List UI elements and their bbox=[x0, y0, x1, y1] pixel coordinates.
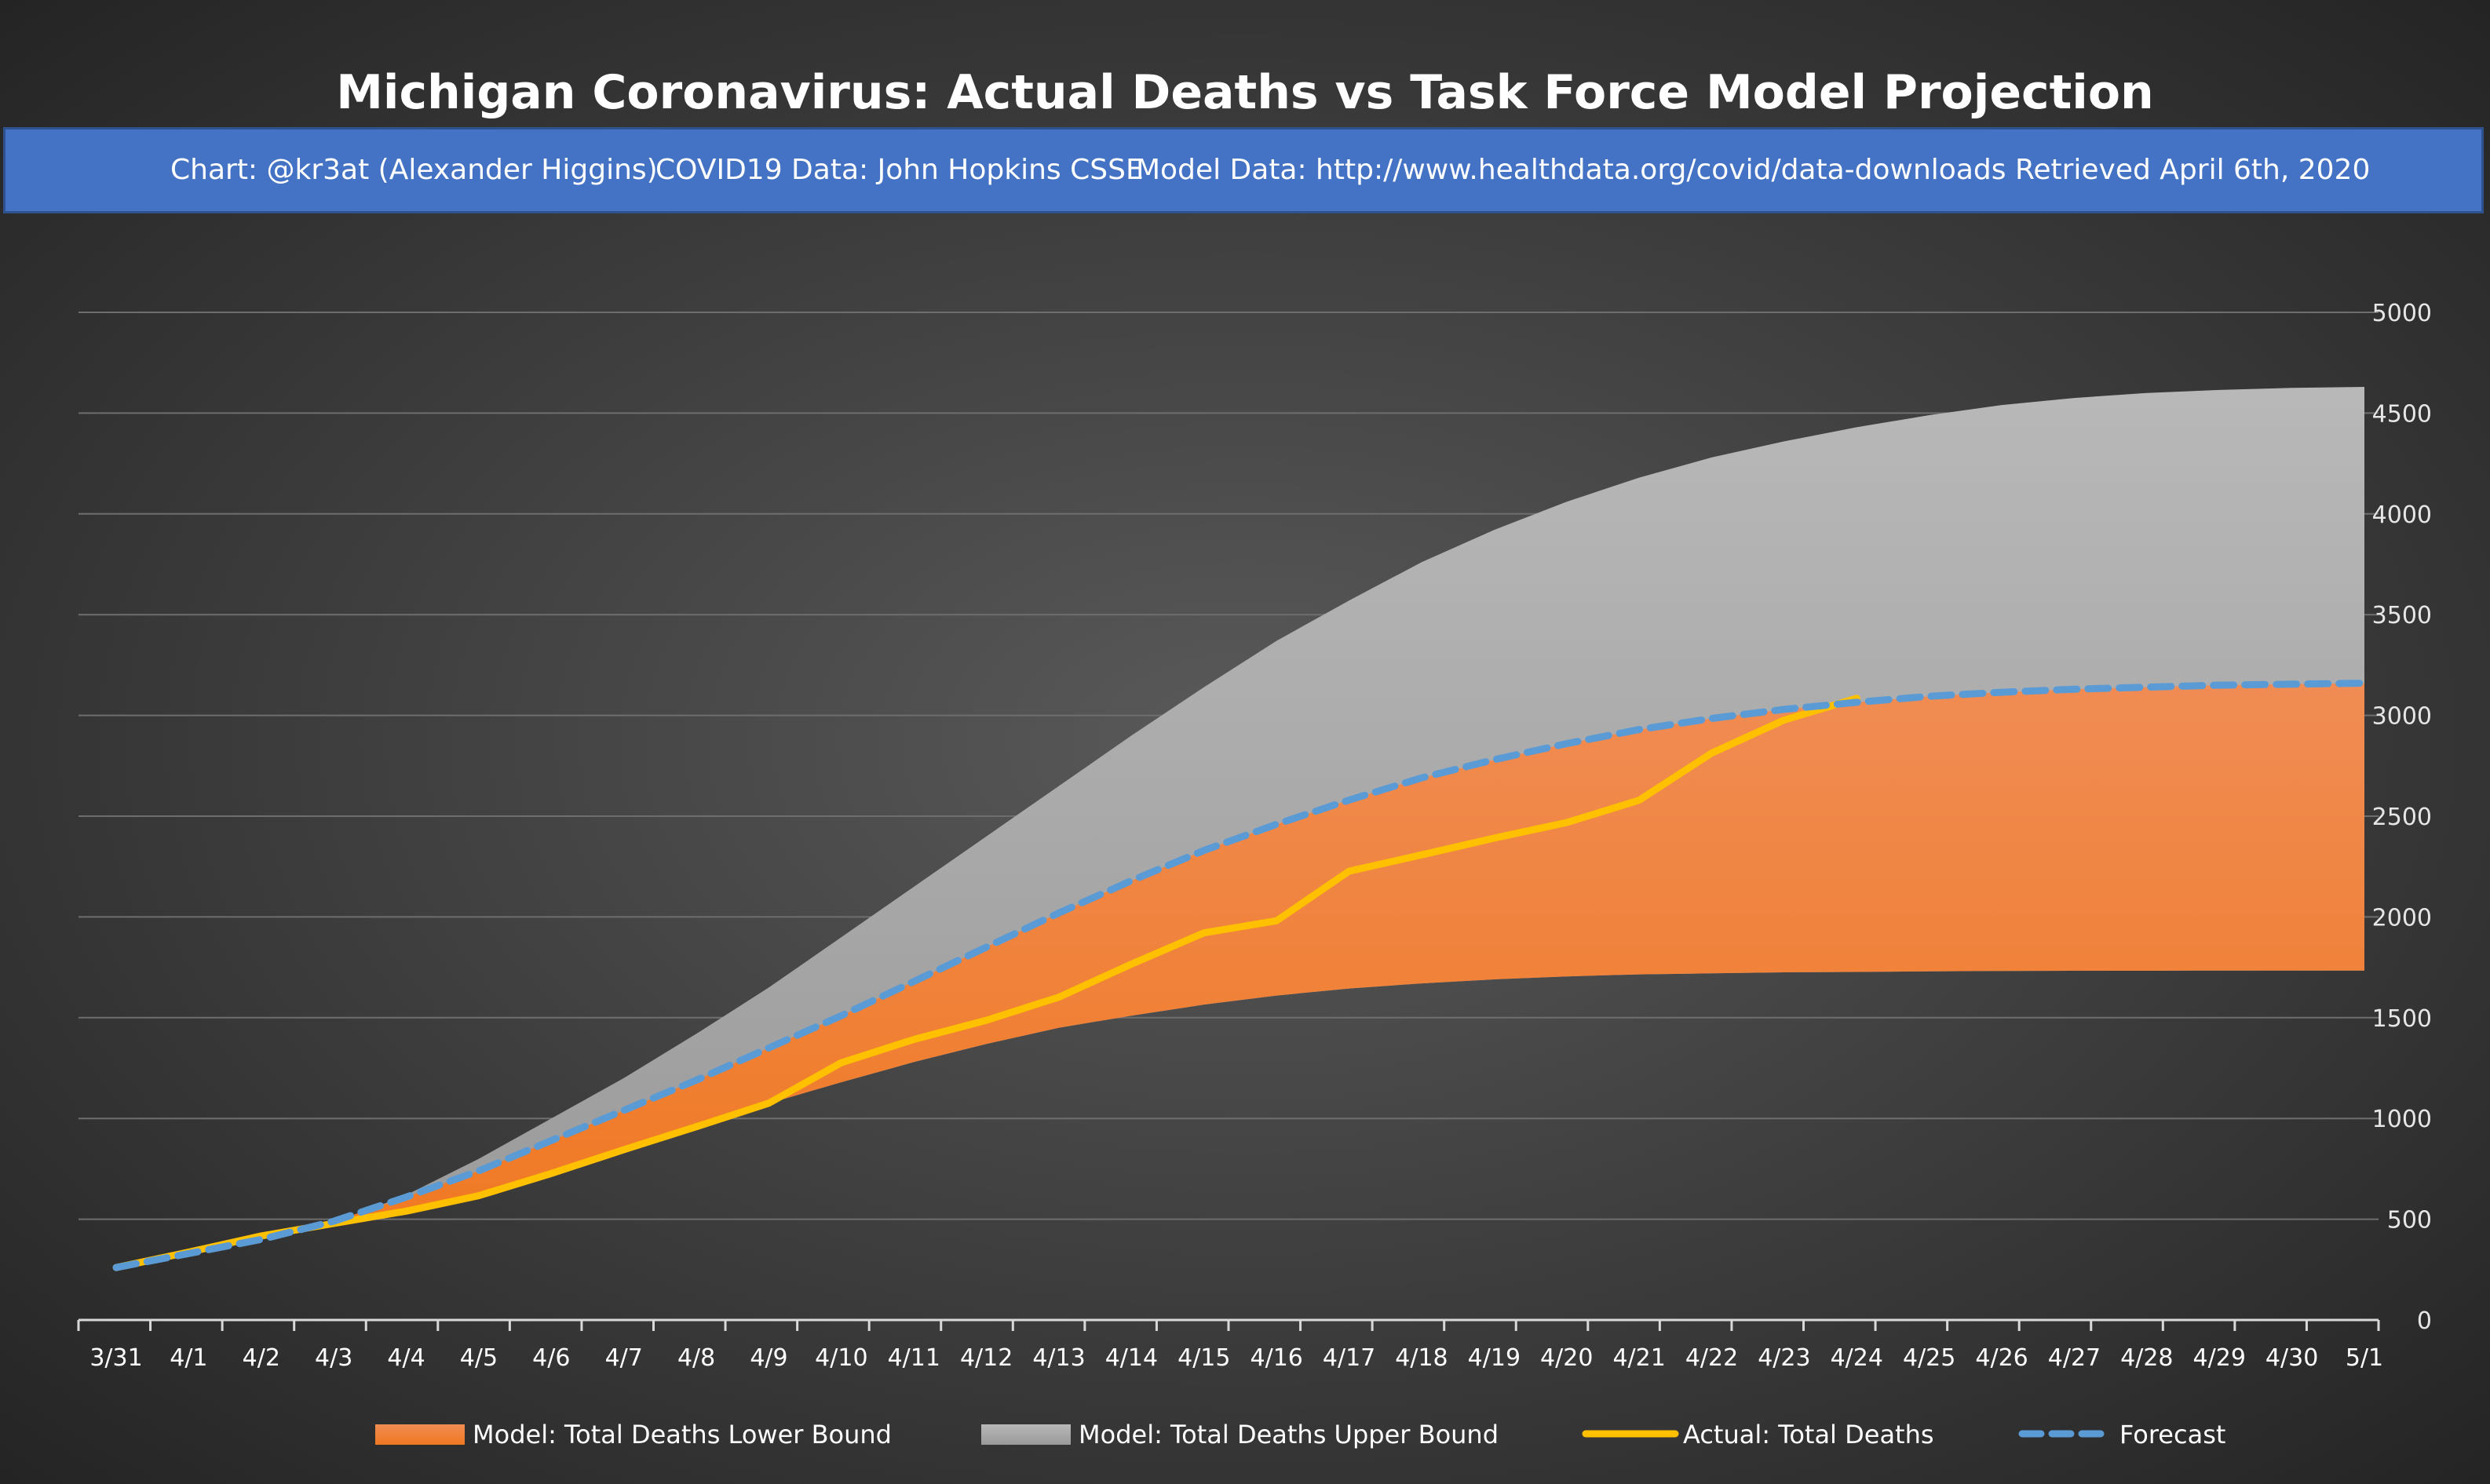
legend-swatch bbox=[375, 1424, 465, 1445]
x-tick-label: 4/6 bbox=[532, 1344, 570, 1372]
x-tick-label: 4/1 bbox=[170, 1344, 207, 1372]
x-tick-label: 4/5 bbox=[460, 1344, 498, 1372]
x-tick-label: 4/11 bbox=[888, 1344, 940, 1372]
y-tick-label: 4500 bbox=[2372, 400, 2432, 428]
credit-author: Chart: @kr3at (Alexander Higgins) bbox=[170, 154, 658, 186]
x-tick-label: 4/22 bbox=[1685, 1344, 1738, 1372]
x-tick-label: 4/12 bbox=[960, 1344, 1013, 1372]
x-axis: 3/31 4/1 4/2 4/3 4/4 4/5 4/6 4/7 4/8 4/9 4/10 4/11 4… bbox=[77, 1318, 2383, 1372]
x-tick-label: 4/24 bbox=[1831, 1344, 1883, 1372]
legend-label: Model: Total Deaths Lower Bound bbox=[473, 1420, 892, 1449]
y-tick-label: 3500 bbox=[2372, 602, 2432, 629]
x-tick-label: 4/7 bbox=[605, 1344, 643, 1372]
legend-label: Model: Total Deaths Upper Bound bbox=[1079, 1420, 1499, 1449]
x-tick-label: 4/3 bbox=[315, 1344, 352, 1372]
chart-title: Michigan Coronavirus: Actual Deaths vs T… bbox=[336, 65, 2154, 120]
y-axis: 0 500 1000 1500 2000 2500 3000 3500 4000 4500 5000 bbox=[2372, 300, 2432, 1335]
x-tick-label: 4/30 bbox=[2265, 1344, 2318, 1372]
x-tick-label: 4/17 bbox=[1323, 1344, 1375, 1372]
x-tick-label: 4/20 bbox=[1540, 1344, 1593, 1372]
x-tick-label: 4/25 bbox=[1903, 1344, 1955, 1372]
x-tick-label: 4/27 bbox=[2048, 1344, 2101, 1372]
x-tick-label: 4/26 bbox=[1975, 1344, 2028, 1372]
credit-model-data: Model Data: http://www.healthdata.org/co… bbox=[1136, 154, 2371, 186]
x-tick-label: 4/18 bbox=[1395, 1344, 1448, 1372]
x-tick-label: 4/16 bbox=[1250, 1344, 1303, 1372]
upper-bound-area bbox=[116, 387, 2364, 1268]
credit-bar: Chart: @kr3at (Alexander Higgins) COVID1… bbox=[3, 127, 2484, 213]
y-tick-label: 2500 bbox=[2372, 804, 2432, 831]
legend-label: Actual: Total Deaths bbox=[1683, 1420, 1934, 1449]
y-tick-label: 1000 bbox=[2372, 1106, 2432, 1133]
x-tick-label: 4/2 bbox=[243, 1344, 280, 1372]
x-tick-label: 3/31 bbox=[89, 1344, 142, 1372]
x-tick-label: 4/14 bbox=[1105, 1344, 1158, 1372]
x-tick-label: 4/15 bbox=[1177, 1344, 1230, 1372]
x-tick-label: 4/19 bbox=[1468, 1344, 1521, 1372]
x-tick-label: 4/10 bbox=[815, 1344, 867, 1372]
y-tick-label: 0 bbox=[2417, 1307, 2432, 1335]
x-tick-label: 4/9 bbox=[750, 1344, 787, 1372]
x-tick-label: 4/21 bbox=[1612, 1344, 1665, 1372]
y-tick-label: 500 bbox=[2387, 1207, 2432, 1234]
x-tick-label: 4/4 bbox=[387, 1344, 425, 1372]
y-tick-label: 2000 bbox=[2372, 904, 2432, 932]
lower-bound-area bbox=[116, 683, 2364, 1268]
credit-covid-data: COVID19 Data: John Hopkins CSSE bbox=[655, 154, 1144, 186]
x-tick-label: 5/1 bbox=[2346, 1344, 2383, 1372]
series-layer bbox=[112, 387, 2368, 1271]
x-tick-label: 4/13 bbox=[1032, 1344, 1085, 1372]
actual-deaths-line bbox=[112, 695, 1860, 1271]
x-tick-label: 4/8 bbox=[677, 1344, 715, 1372]
legend-label: Forecast bbox=[2119, 1420, 2225, 1449]
legend-swatch bbox=[981, 1424, 1071, 1445]
y-tick-label: 1500 bbox=[2372, 1005, 2432, 1033]
x-tick-label: 4/23 bbox=[1758, 1344, 1810, 1372]
x-tick-label: 4/28 bbox=[2120, 1344, 2173, 1372]
y-tick-label: 3000 bbox=[2372, 703, 2432, 731]
forecast-line bbox=[112, 680, 2368, 1271]
y-tick-label: 4000 bbox=[2372, 501, 2432, 529]
x-tick-label: 4/29 bbox=[2193, 1344, 2246, 1372]
legend: Model: Total Deaths Lower Bound Model: To… bbox=[375, 1420, 2225, 1449]
y-tick-label: 5000 bbox=[2372, 300, 2432, 327]
